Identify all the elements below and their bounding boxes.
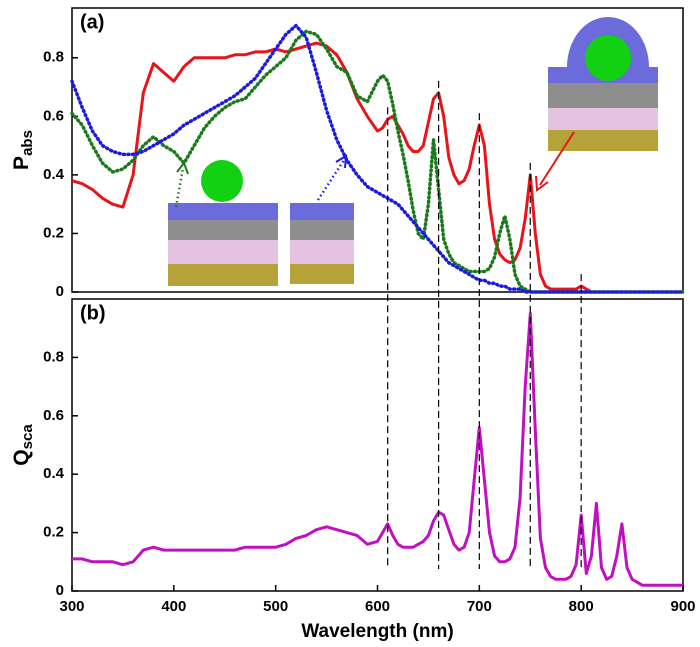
panel-label: (a) <box>80 11 104 33</box>
x-tick-label: 800 <box>569 598 594 615</box>
layer <box>168 203 278 220</box>
layer <box>548 83 658 108</box>
x-tick-label: 700 <box>467 598 492 615</box>
y-tick-label: 0 <box>56 582 64 599</box>
panel-label: (b) <box>80 302 106 324</box>
layer <box>548 130 658 151</box>
y-tick-label: 0 <box>56 283 64 300</box>
x-tick-label: 300 <box>59 598 84 615</box>
y-axis-label-sub: sca <box>19 424 36 450</box>
layer <box>168 264 278 286</box>
y-tick-label: 0.6 <box>43 407 64 424</box>
x-tick-label: 600 <box>365 598 390 615</box>
layer <box>290 220 354 240</box>
y-axis-label-main: P <box>10 156 33 170</box>
series-line <box>71 41 683 294</box>
arrow-head <box>176 160 189 175</box>
arrow <box>316 159 346 201</box>
series-line <box>72 312 683 587</box>
y-tick-label: 0.6 <box>43 107 64 124</box>
insets <box>168 17 658 286</box>
y-axis-label-main: Q <box>10 449 33 465</box>
layer <box>168 220 278 240</box>
arrow <box>539 131 575 186</box>
layer <box>548 108 658 130</box>
arrow <box>174 167 185 208</box>
y-tick-label: 0.2 <box>43 224 64 241</box>
x-axis-label: Wavelength (nm) <box>301 621 453 642</box>
y-tick-label: 0.8 <box>43 49 64 66</box>
x-tick-label: 400 <box>161 598 186 615</box>
y-tick-label: 0.2 <box>43 524 64 541</box>
y-tick-label: 0.8 <box>43 348 64 365</box>
layer <box>290 203 354 220</box>
y-axis-label-sub: abs <box>19 130 36 156</box>
layer <box>168 240 278 264</box>
series-line <box>70 23 685 294</box>
particle <box>585 35 631 81</box>
y-tick-label: 0.4 <box>43 465 65 482</box>
layer <box>290 240 354 264</box>
plot-frame <box>71 7 684 293</box>
particle <box>201 160 243 202</box>
y-axis-label: Pabs <box>10 130 36 170</box>
x-tick-label: 500 <box>263 598 288 615</box>
arrow-head <box>335 154 348 169</box>
x-tick-label: 900 <box>670 598 695 615</box>
arrow-head <box>535 175 549 192</box>
layer <box>290 264 354 284</box>
y-tick-label: 0.4 <box>43 166 65 183</box>
y-axis-label: Qsca <box>10 424 36 466</box>
